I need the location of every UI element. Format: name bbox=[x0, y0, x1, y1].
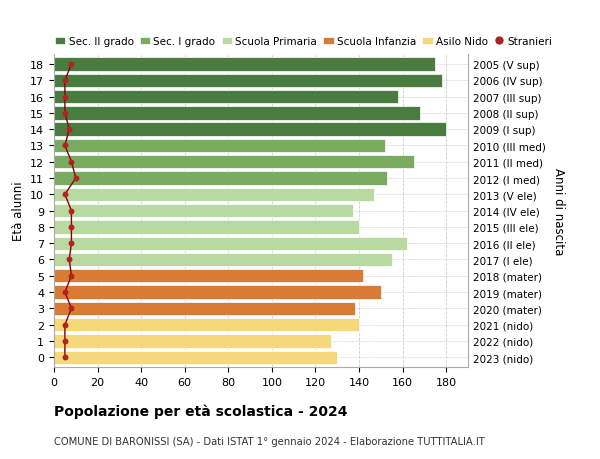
Point bbox=[60, 94, 70, 101]
Legend: Sec. II grado, Sec. I grado, Scuola Primaria, Scuola Infanzia, Asilo Nido, Stran: Sec. II grado, Sec. I grado, Scuola Prim… bbox=[55, 37, 553, 47]
Point bbox=[67, 207, 76, 215]
Point bbox=[67, 240, 76, 247]
Bar bbox=[54, 253, 392, 267]
Bar bbox=[54, 58, 436, 72]
Text: COMUNE DI BARONISSI (SA) - Dati ISTAT 1° gennaio 2024 - Elaborazione TUTTITALIA.: COMUNE DI BARONISSI (SA) - Dati ISTAT 1°… bbox=[54, 436, 485, 446]
Point bbox=[60, 191, 70, 199]
Bar bbox=[54, 237, 407, 250]
Text: Popolazione per età scolastica - 2024: Popolazione per età scolastica - 2024 bbox=[54, 404, 347, 419]
Bar bbox=[54, 156, 413, 169]
Y-axis label: Anni di nascita: Anni di nascita bbox=[552, 168, 565, 255]
Point bbox=[64, 256, 74, 263]
Point bbox=[71, 175, 80, 182]
Point bbox=[60, 321, 70, 329]
Bar bbox=[54, 172, 388, 185]
Point bbox=[60, 110, 70, 117]
Bar bbox=[54, 91, 398, 104]
Point bbox=[67, 224, 76, 231]
Point bbox=[64, 126, 74, 134]
Bar bbox=[54, 140, 385, 153]
Bar bbox=[54, 123, 446, 136]
Bar bbox=[54, 351, 337, 364]
Bar bbox=[54, 269, 364, 283]
Bar bbox=[54, 107, 420, 120]
Bar bbox=[54, 204, 353, 218]
Point bbox=[67, 305, 76, 312]
Bar bbox=[54, 286, 381, 299]
Y-axis label: Età alunni: Età alunni bbox=[11, 181, 25, 241]
Point bbox=[60, 354, 70, 361]
Point bbox=[60, 289, 70, 296]
Point bbox=[67, 273, 76, 280]
Bar bbox=[54, 221, 359, 234]
Bar bbox=[54, 318, 359, 331]
Point bbox=[60, 78, 70, 85]
Point bbox=[60, 142, 70, 150]
Bar bbox=[54, 188, 374, 202]
Point bbox=[60, 337, 70, 345]
Bar bbox=[54, 302, 355, 315]
Point bbox=[67, 159, 76, 166]
Point bbox=[67, 61, 76, 68]
Bar bbox=[54, 74, 442, 88]
Bar bbox=[54, 335, 331, 348]
